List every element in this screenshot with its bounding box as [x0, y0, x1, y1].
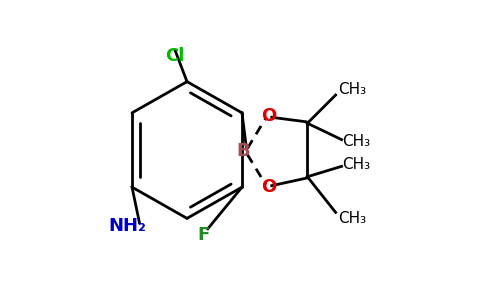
Text: CH₃: CH₃ [342, 134, 370, 148]
Text: O: O [261, 107, 276, 125]
Text: CH₃: CH₃ [338, 211, 366, 226]
Text: F: F [197, 226, 210, 244]
Text: NH₂: NH₂ [108, 217, 147, 235]
Text: CH₃: CH₃ [342, 158, 370, 172]
Text: B: B [237, 142, 250, 160]
Text: CH₃: CH₃ [338, 82, 366, 97]
Text: Cl: Cl [166, 47, 185, 65]
Text: O: O [261, 178, 276, 196]
